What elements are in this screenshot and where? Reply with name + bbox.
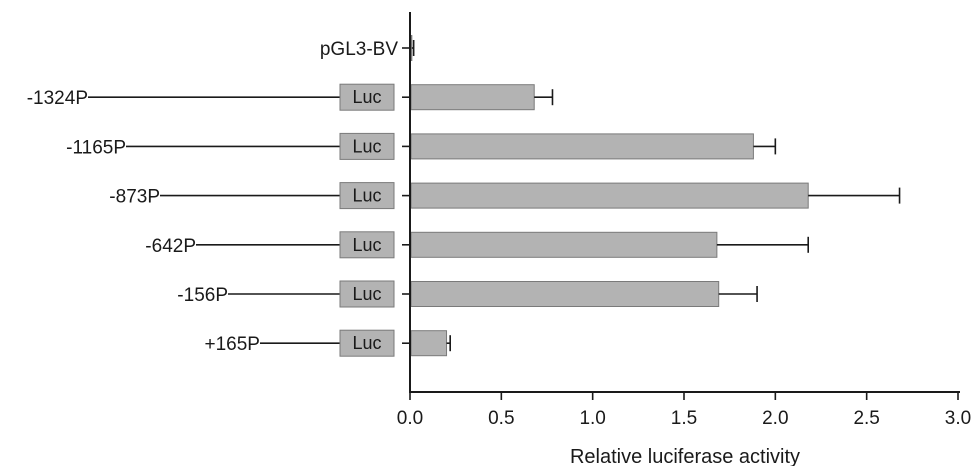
luc-box-2 xyxy=(339,132,395,160)
construct-diagrams: pGL3-BV -1324P Luc -1165P Luc -873P Luc -642P Lu… xyxy=(27,39,410,357)
category-label-1: -1324P xyxy=(27,88,88,109)
category-label-6: +165P xyxy=(205,334,260,355)
luc-box-4 xyxy=(339,231,395,259)
x-tick-label-1: 0.5 xyxy=(488,408,514,429)
category-label-0: pGL3-BV xyxy=(320,39,398,60)
x-tick-label-6: 3.0 xyxy=(945,408,971,429)
bar-0 xyxy=(410,35,413,61)
x-axis-title: Relative luciferase activity xyxy=(570,446,800,466)
bar-4 xyxy=(410,231,718,258)
category-label-3: -873P xyxy=(109,187,160,208)
category-label-4: -642P xyxy=(145,236,196,257)
luc-label-1: Luc xyxy=(352,87,381,107)
x-ticks: 0.0 0.5 1.0 1.5 2.0 2.5 3.0 xyxy=(397,392,971,429)
luc-label-6: Luc xyxy=(352,333,381,353)
bar-6 xyxy=(410,330,448,357)
category-label-2: -1165P xyxy=(66,137,126,158)
x-tick-label-4: 2.0 xyxy=(762,408,788,429)
x-tick-label-5: 2.5 xyxy=(853,408,879,429)
bar-1 xyxy=(410,84,535,111)
x-tick-label-0: 0.0 xyxy=(397,408,423,429)
category-label-5: -156P xyxy=(177,285,228,306)
luc-box-3 xyxy=(339,182,395,210)
luc-label-5: Luc xyxy=(352,284,381,304)
x-tick-label-2: 1.0 xyxy=(579,408,605,429)
bar-group xyxy=(410,35,901,357)
luc-label-3: Luc xyxy=(352,186,381,206)
x-tick-label-3: 1.5 xyxy=(671,408,697,429)
bar-5 xyxy=(410,281,720,307)
luc-label-2: Luc xyxy=(352,136,381,156)
luc-box-5 xyxy=(339,280,395,308)
luc-box-6 xyxy=(339,329,395,357)
bar-3 xyxy=(410,182,809,209)
luc-box-1 xyxy=(339,83,395,111)
luc-label-4: Luc xyxy=(352,235,381,255)
bar-2 xyxy=(410,133,754,160)
